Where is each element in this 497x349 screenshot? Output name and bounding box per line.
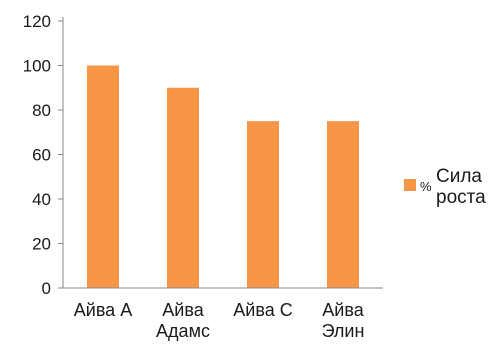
y-tick-label: 100 [23, 57, 51, 76]
bars [87, 65, 359, 288]
bar [87, 65, 119, 288]
y-axis: 0 20 40 60 80 100 120 [23, 12, 64, 298]
bar [327, 121, 359, 288]
y-tick-label: 60 [32, 146, 51, 165]
legend-swatch [404, 179, 416, 191]
bar [247, 121, 279, 288]
bar [167, 87, 199, 288]
y-tick-label: 40 [32, 190, 51, 209]
x-category-label: Айва Элин [322, 300, 365, 341]
x-category-label: Айва Адамс [156, 300, 210, 341]
y-tick-label: 20 [32, 235, 51, 254]
y-tick-label: 120 [23, 12, 51, 31]
x-category-label: Айва А [74, 300, 132, 320]
legend-label-line1: Сила [436, 166, 482, 187]
y-tick-label: 0 [42, 279, 51, 298]
legend-label-line2: роста [436, 187, 486, 208]
legend-label-unit: % [420, 179, 432, 194]
x-axis: Айва А Айва Адамс Айва С Айва Элин [63, 287, 383, 341]
y-tick-label: 80 [32, 101, 51, 120]
x-category-label: Айва С [233, 300, 292, 320]
